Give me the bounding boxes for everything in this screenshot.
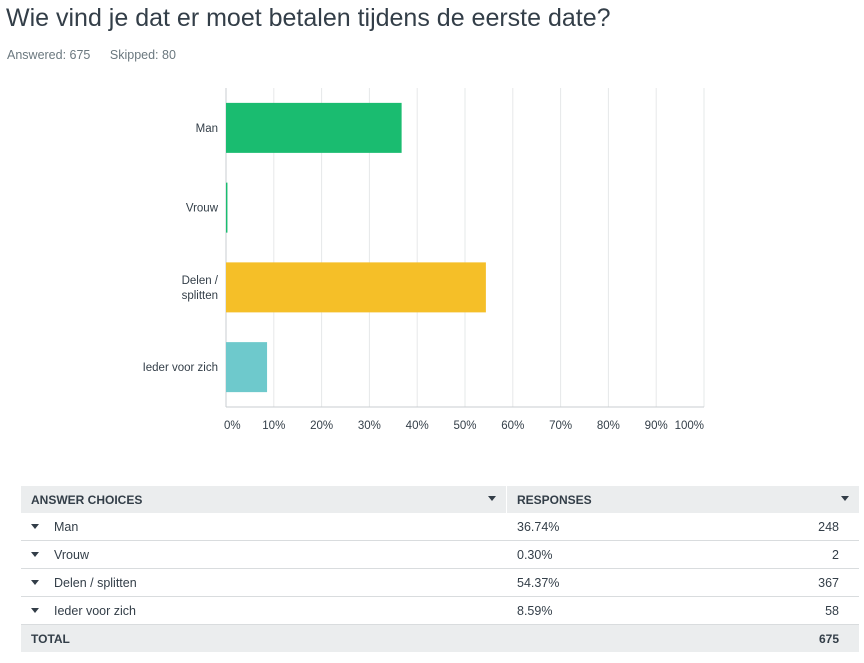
bar <box>226 262 486 313</box>
choice-label: Man <box>54 519 79 534</box>
answered-count: Answered: 675 <box>7 48 91 62</box>
table-header: ANSWER CHOICES RESPONSES <box>21 486 859 513</box>
tick-label: 50% <box>453 420 476 432</box>
response-count: 2 <box>832 547 839 562</box>
tick-label: 0% <box>224 420 241 432</box>
response-percent: 36.74% <box>517 519 560 534</box>
expand-caret-icon[interactable] <box>31 552 39 557</box>
total-count: 675 <box>818 631 839 646</box>
answer-choices-header[interactable]: ANSWER CHOICES <box>21 486 507 513</box>
tick-label: 10% <box>262 420 285 432</box>
category-label: Vrouw <box>186 203 219 215</box>
responses-header[interactable]: RESPONSES <box>507 486 859 513</box>
total-row: TOTAL 675 <box>21 625 859 652</box>
tick-label: 60% <box>501 420 524 432</box>
total-label: TOTAL <box>31 631 70 646</box>
tick-label: 80% <box>597 420 620 432</box>
skipped-count: Skipped: 80 <box>109 48 176 62</box>
choice-label: Vrouw <box>54 547 89 562</box>
tick-label: 20% <box>310 420 333 432</box>
tick-label: 70% <box>549 420 572 432</box>
tick-label: 40% <box>406 420 429 432</box>
table-row: Ieder voor zich 8.59% 58 <box>21 597 859 625</box>
tick-label: 100% <box>675 420 704 432</box>
table-row: Man 36.74% 248 <box>21 513 859 541</box>
tick-label: 30% <box>358 420 381 432</box>
response-stats: Answered: 675 Skipped: 80 <box>7 48 192 62</box>
response-percent: 8.59% <box>517 603 553 618</box>
responses-header-label: RESPONSES <box>517 492 592 507</box>
sort-caret-icon[interactable] <box>488 496 496 501</box>
response-percent: 54.37% <box>517 575 560 590</box>
bar <box>226 342 268 393</box>
response-percent: 0.30% <box>517 547 553 562</box>
responses-table: ANSWER CHOICES RESPONSES Man 36.74% 248 … <box>21 486 859 652</box>
choice-label: Ieder voor zich <box>54 603 136 618</box>
category-label: splitten <box>182 290 218 302</box>
tick-label: 90% <box>645 420 668 432</box>
table-row: Vrouw 0.30% 2 <box>21 541 859 569</box>
expand-caret-icon[interactable] <box>31 608 39 613</box>
response-count: 58 <box>825 603 839 618</box>
expand-caret-icon[interactable] <box>31 580 39 585</box>
category-label: Man <box>196 123 218 135</box>
bar-chart: Man Vrouw Delen / splitten Ieder voor zich 0%… <box>143 88 705 432</box>
question-title: Wie vind je dat er moet betalen tijdens … <box>6 4 611 32</box>
bar <box>226 182 228 233</box>
expand-caret-icon[interactable] <box>31 524 39 529</box>
response-count: 248 <box>818 519 839 534</box>
response-count: 367 <box>818 575 839 590</box>
answer-choices-header-label: ANSWER CHOICES <box>31 492 143 507</box>
table-row: Delen / splitten 54.37% 367 <box>21 569 859 597</box>
category-label: Delen / <box>182 275 219 287</box>
sort-caret-icon[interactable] <box>841 496 849 501</box>
bar <box>226 102 402 153</box>
choice-label: Delen / splitten <box>54 575 137 590</box>
category-label: Ieder voor zich <box>143 362 218 374</box>
